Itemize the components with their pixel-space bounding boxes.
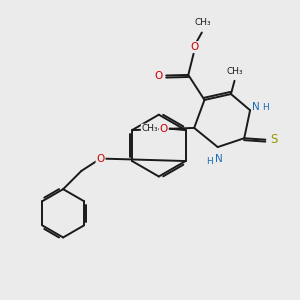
Text: O: O: [190, 42, 198, 52]
Text: N: N: [215, 154, 223, 164]
Text: CH₃: CH₃: [195, 18, 211, 27]
Text: H: H: [262, 103, 269, 112]
Text: O: O: [96, 154, 105, 164]
Text: O: O: [154, 70, 163, 80]
Text: H: H: [206, 158, 213, 166]
Text: N: N: [253, 102, 260, 112]
Text: CH₃: CH₃: [227, 67, 243, 76]
Text: CH₃: CH₃: [141, 124, 158, 133]
Text: S: S: [270, 133, 277, 146]
Text: O: O: [160, 124, 168, 134]
